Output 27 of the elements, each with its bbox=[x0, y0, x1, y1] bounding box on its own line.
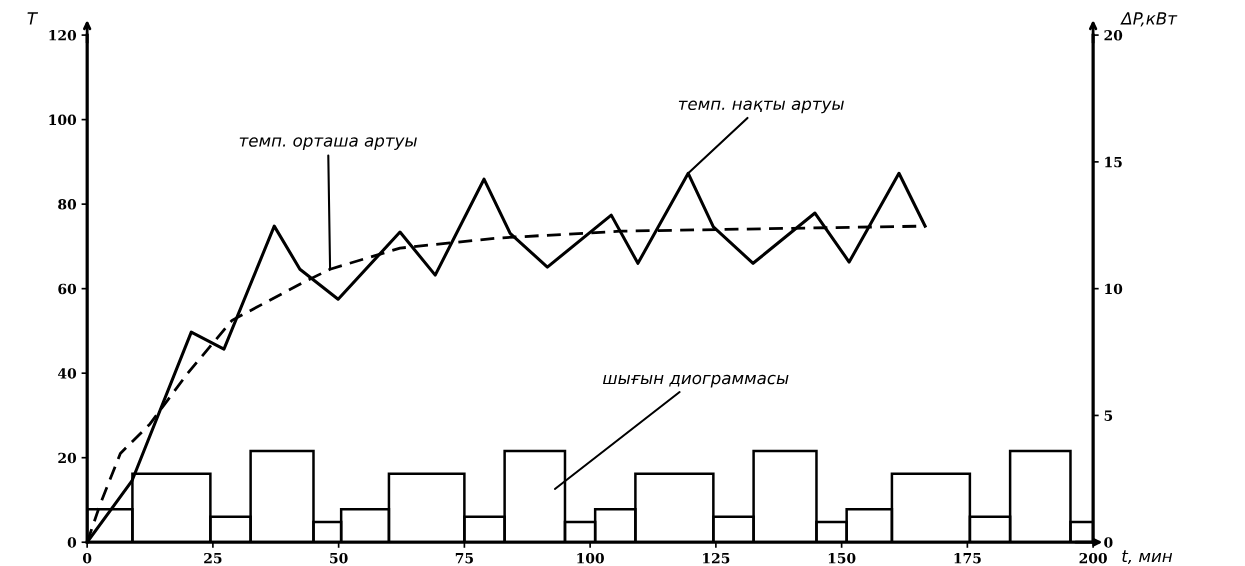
x-tick-label: 25 bbox=[204, 552, 222, 564]
y-tick-label: 80 bbox=[58, 199, 77, 210]
x-tick-label: 200 bbox=[1079, 552, 1107, 564]
x-tick-label: 0 bbox=[82, 552, 92, 564]
y-tick-label: 100 bbox=[49, 114, 77, 126]
y-tick-label: 40 bbox=[57, 368, 77, 379]
x-tick-label: 150 bbox=[828, 552, 856, 564]
y-axis-title: T bbox=[27, 12, 39, 25]
x-axis-title: t, мин bbox=[1122, 550, 1173, 564]
y-tick-label: 60 bbox=[58, 283, 77, 295]
y2-tick-label: 15 bbox=[1105, 156, 1122, 168]
x-tick-label: 175 bbox=[954, 552, 981, 564]
x-tick-label: 75 bbox=[455, 553, 473, 564]
y2-tick-label: 0 bbox=[1104, 537, 1113, 548]
y2-tick-label: 20 bbox=[1104, 30, 1123, 41]
annotation: темп. нақты артуы bbox=[678, 100, 844, 114]
x-tick-label: 125 bbox=[703, 552, 730, 564]
y2-tick-label: 10 bbox=[1105, 283, 1123, 295]
x-tick-label: 100 bbox=[577, 552, 604, 564]
y-tick-label: 120 bbox=[49, 30, 77, 41]
y-tick-label: 0 bbox=[67, 537, 77, 548]
y-tick-label: 20 bbox=[58, 452, 77, 464]
annotation: темп. орташа артуы bbox=[239, 137, 417, 151]
annotation: шығын диограммасы bbox=[602, 374, 789, 388]
x-tick-label: 50 bbox=[330, 552, 348, 564]
y2-tick-label: 5 bbox=[1104, 410, 1113, 421]
y2-axis-title: ΔP,кВт bbox=[1120, 12, 1178, 27]
